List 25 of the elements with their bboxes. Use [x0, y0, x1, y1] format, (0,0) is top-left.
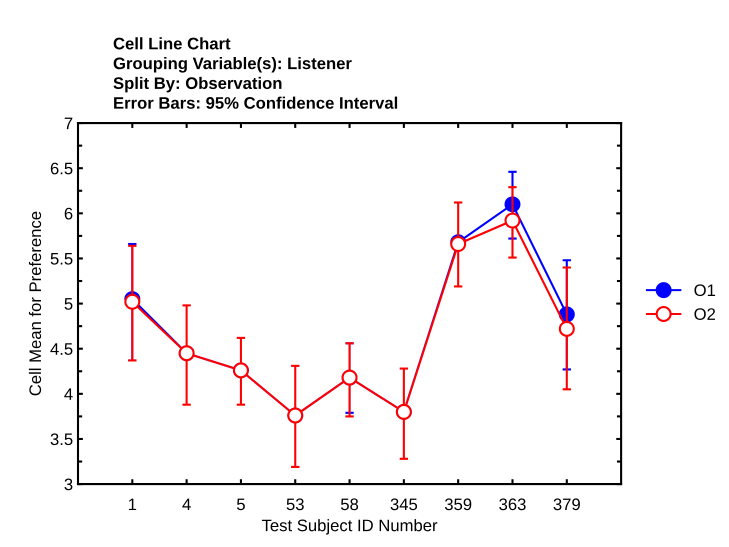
- x-tick-label: 4: [182, 498, 191, 510]
- y-tick-label: 3: [64, 478, 72, 490]
- chart-title: Cell Line Chart Grouping Variable(s): Listener Split By: Observation Error Bars: 95% Confidence Interval: [113, 37, 398, 109]
- y-tick-label: 3.5: [50, 433, 72, 446]
- y-tick-label: 7: [64, 118, 72, 130]
- x-tick-label: 1: [128, 498, 136, 510]
- point: [558, 320, 575, 337]
- y-tick-label: 4: [64, 388, 73, 400]
- y-tick-label: 6.5: [50, 162, 72, 174]
- x-tick-label: 345: [390, 498, 418, 510]
- legend-label: O2: [694, 308, 716, 320]
- legend-label: O1: [694, 284, 716, 296]
- x-axis-title: Test Subject ID Number: [262, 519, 438, 535]
- x-tick-label: 359: [444, 498, 472, 510]
- y-tick-label: 5: [64, 298, 72, 310]
- y-tick-label: 6: [64, 208, 72, 220]
- x-tick-label: 5: [236, 498, 245, 510]
- x-tick-label: 58: [340, 498, 358, 510]
- y-tick-label: 4.5: [50, 343, 72, 355]
- x-tick-label: 379: [554, 498, 580, 510]
- point: [504, 212, 520, 229]
- x-tick-label: 363: [499, 498, 526, 510]
- y-axis-title: Cell Mean for Preference: [28, 212, 42, 396]
- x-tick-label: 53: [286, 498, 304, 510]
- y-tick-label: 5.5: [50, 253, 72, 265]
